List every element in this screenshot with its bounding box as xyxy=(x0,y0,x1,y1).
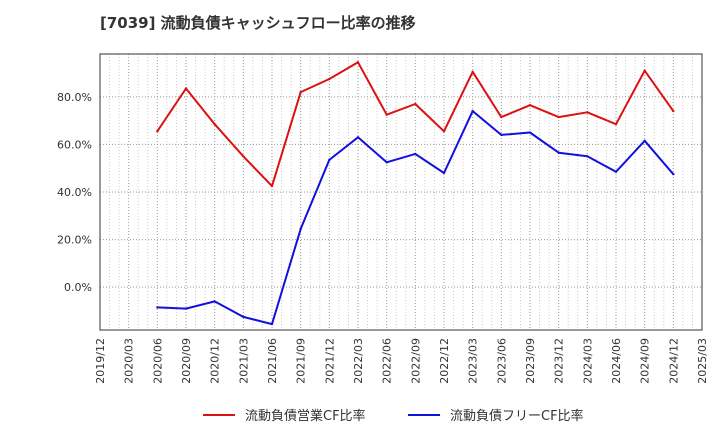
data-point xyxy=(586,155,589,158)
data-point xyxy=(471,109,474,113)
x-tick-label: 2020/12 xyxy=(209,338,222,384)
plot-frame xyxy=(99,53,703,331)
x-tick-label: 2022/09 xyxy=(409,338,422,384)
data-point xyxy=(156,306,159,309)
x-tick-label: 2025/03 xyxy=(696,338,709,384)
legend-label-1: 流動負債営業CF比率 xyxy=(245,408,366,424)
chart-title: [7039] 流動負債キャッシュフロー比率の推移 xyxy=(100,14,416,32)
data-point xyxy=(184,87,188,90)
data-point xyxy=(500,115,503,119)
data-point xyxy=(672,109,675,113)
y-tick-label: 80.0% xyxy=(57,91,92,104)
x-tick-label: 2024/12 xyxy=(667,338,680,384)
x-tick-label: 2023/09 xyxy=(524,338,537,384)
data-point xyxy=(213,122,216,126)
data-point xyxy=(557,115,560,119)
x-tick-label: 2021/03 xyxy=(237,338,250,384)
data-point xyxy=(242,155,245,158)
data-point xyxy=(471,70,474,74)
x-tick-label: 2021/12 xyxy=(323,338,336,384)
x-tick-label: 2020/06 xyxy=(151,338,164,384)
x-tick-label: 2024/06 xyxy=(610,338,623,384)
y-tick-label: 60.0% xyxy=(57,138,92,151)
legend-label-2: 流動負債フリーCF比率 xyxy=(450,408,584,424)
x-tick-label: 2024/03 xyxy=(581,338,594,384)
data-point xyxy=(184,307,188,310)
data-point xyxy=(270,322,274,326)
x-tick-label: 2021/09 xyxy=(295,338,308,384)
data-point xyxy=(442,130,446,133)
data-point xyxy=(586,111,589,114)
x-tick-label: 2019/12 xyxy=(94,338,107,384)
x-tick-label: 2021/06 xyxy=(266,338,279,384)
data-point xyxy=(385,113,388,116)
data-point xyxy=(557,151,560,154)
data-point xyxy=(442,171,446,175)
data-point xyxy=(242,315,245,319)
data-point xyxy=(299,90,302,94)
data-point xyxy=(643,139,646,143)
x-tick-label: 2022/03 xyxy=(352,338,365,384)
data-point xyxy=(614,122,618,126)
data-point xyxy=(672,172,675,176)
x-tick-label: 2023/03 xyxy=(467,338,480,384)
data-point xyxy=(356,136,360,139)
data-point xyxy=(299,227,302,231)
data-point xyxy=(528,131,532,134)
x-tick-label: 2020/03 xyxy=(123,338,136,384)
x-tick-label: 2020/09 xyxy=(180,338,193,384)
y-tick-label: 0.0% xyxy=(64,281,92,294)
data-point xyxy=(270,184,274,188)
data-point xyxy=(328,77,331,81)
data-point xyxy=(614,170,618,173)
x-tick-label: 2022/12 xyxy=(438,338,451,384)
data-point xyxy=(385,161,388,164)
data-point xyxy=(414,152,417,156)
data-point xyxy=(356,61,360,64)
x-tick-label: 2024/09 xyxy=(639,338,652,384)
y-tick-label: 20.0% xyxy=(57,234,92,247)
data-point xyxy=(328,158,331,162)
data-point xyxy=(643,69,646,72)
x-tick-label: 2022/06 xyxy=(381,338,394,384)
data-point xyxy=(213,300,216,303)
data-point xyxy=(414,102,417,106)
data-point xyxy=(500,133,503,137)
data-point xyxy=(156,130,159,133)
data-point xyxy=(528,103,532,107)
y-tick-label: 40.0% xyxy=(57,186,92,199)
x-tick-label: 2023/06 xyxy=(495,338,508,384)
x-tick-label: 2023/12 xyxy=(553,338,566,384)
